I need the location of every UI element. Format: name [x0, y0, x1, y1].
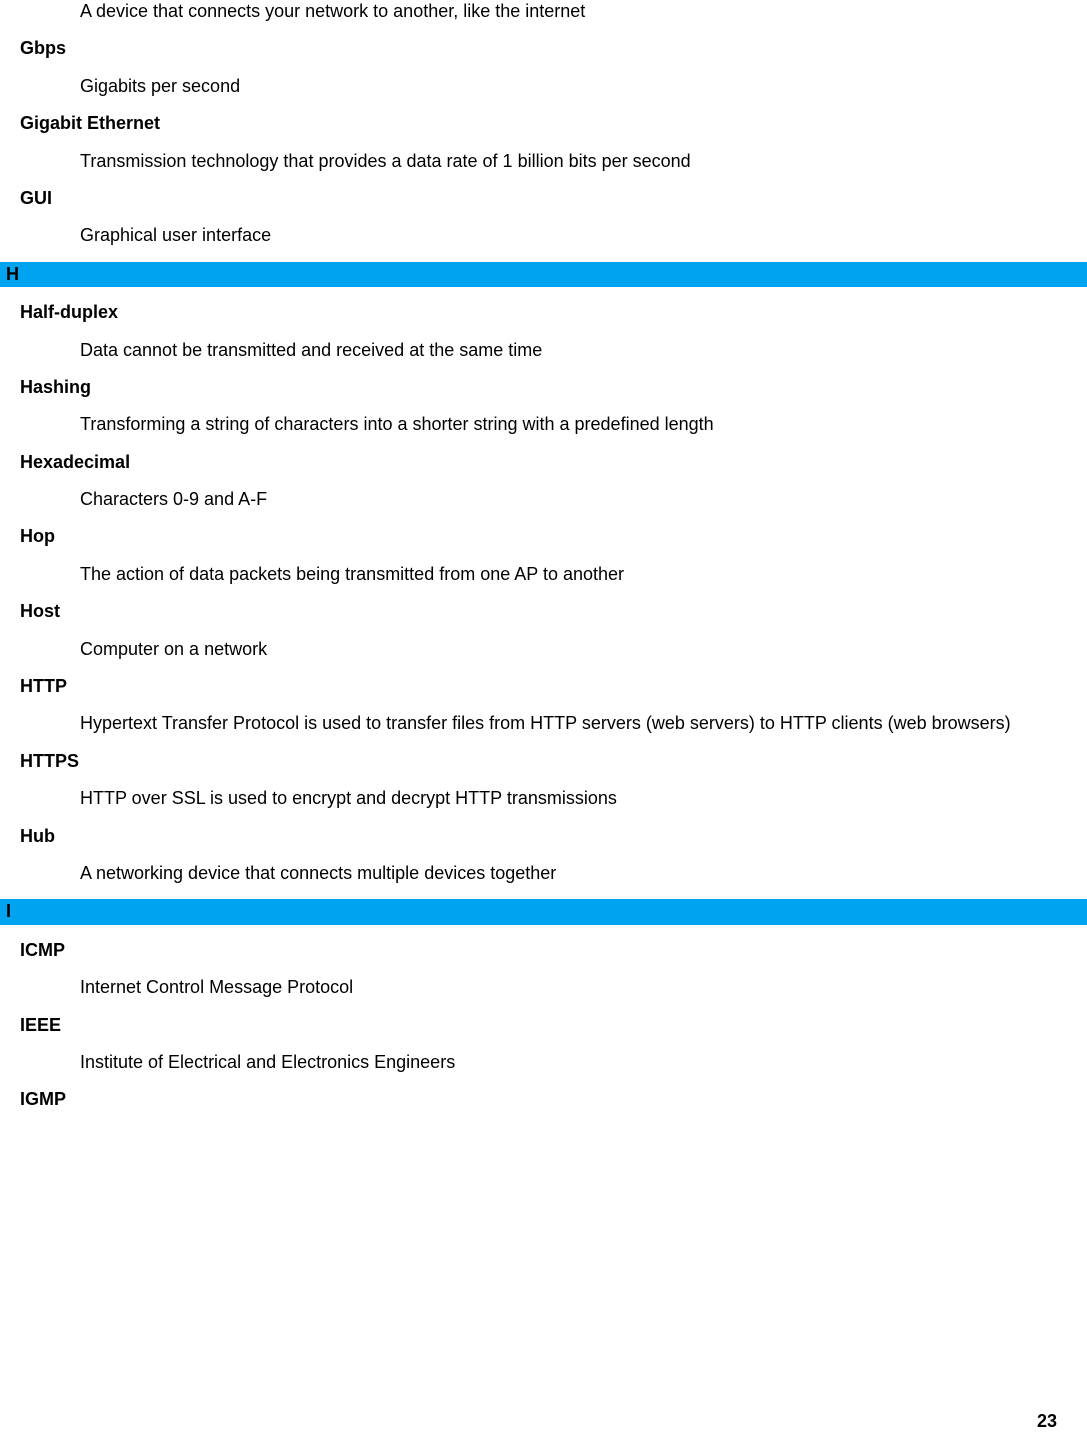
glossary-term: IEEE: [0, 1014, 1087, 1037]
glossary-definition: A networking device that connects multip…: [0, 862, 1087, 885]
glossary-term: Half-duplex: [0, 301, 1087, 324]
glossary-definition: Computer on a network: [0, 638, 1087, 661]
section-header-h: H: [0, 262, 1087, 287]
glossary-definition: Internet Control Message Protocol: [0, 976, 1087, 999]
glossary-definition: Transforming a string of characters into…: [0, 413, 1087, 436]
glossary-term: HTTP: [0, 675, 1087, 698]
glossary-term: Hashing: [0, 376, 1087, 399]
glossary-term: Host: [0, 600, 1087, 623]
section-header-i: I: [0, 899, 1087, 924]
glossary-term: Gbps: [0, 37, 1087, 60]
glossary-term: Hub: [0, 825, 1087, 848]
glossary-term: IGMP: [0, 1088, 1087, 1111]
glossary-definition: Institute of Electrical and Electronics …: [0, 1051, 1087, 1074]
glossary-term: ICMP: [0, 939, 1087, 962]
glossary-definition: Characters 0-9 and A-F: [0, 488, 1087, 511]
glossary-term: GUI: [0, 187, 1087, 210]
glossary-definition: Graphical user interface: [0, 224, 1087, 247]
glossary-term: Hexadecimal: [0, 451, 1087, 474]
glossary-definition: Gigabits per second: [0, 75, 1087, 98]
glossary-definition: Data cannot be transmitted and received …: [0, 339, 1087, 362]
glossary-term: Hop: [0, 525, 1087, 548]
glossary-term: HTTPS: [0, 750, 1087, 773]
glossary-definition: The action of data packets being transmi…: [0, 563, 1087, 586]
glossary-definition: Hypertext Transfer Protocol is used to t…: [0, 712, 1087, 735]
glossary-page: A device that connects your network to a…: [0, 0, 1087, 1447]
glossary-definition: HTTP over SSL is used to encrypt and dec…: [0, 787, 1087, 810]
glossary-definition: Transmission technology that provides a …: [0, 150, 1087, 173]
glossary-term: Gigabit Ethernet: [0, 112, 1087, 135]
page-number: 23: [1037, 1410, 1057, 1433]
glossary-definition: A device that connects your network to a…: [0, 0, 1087, 23]
